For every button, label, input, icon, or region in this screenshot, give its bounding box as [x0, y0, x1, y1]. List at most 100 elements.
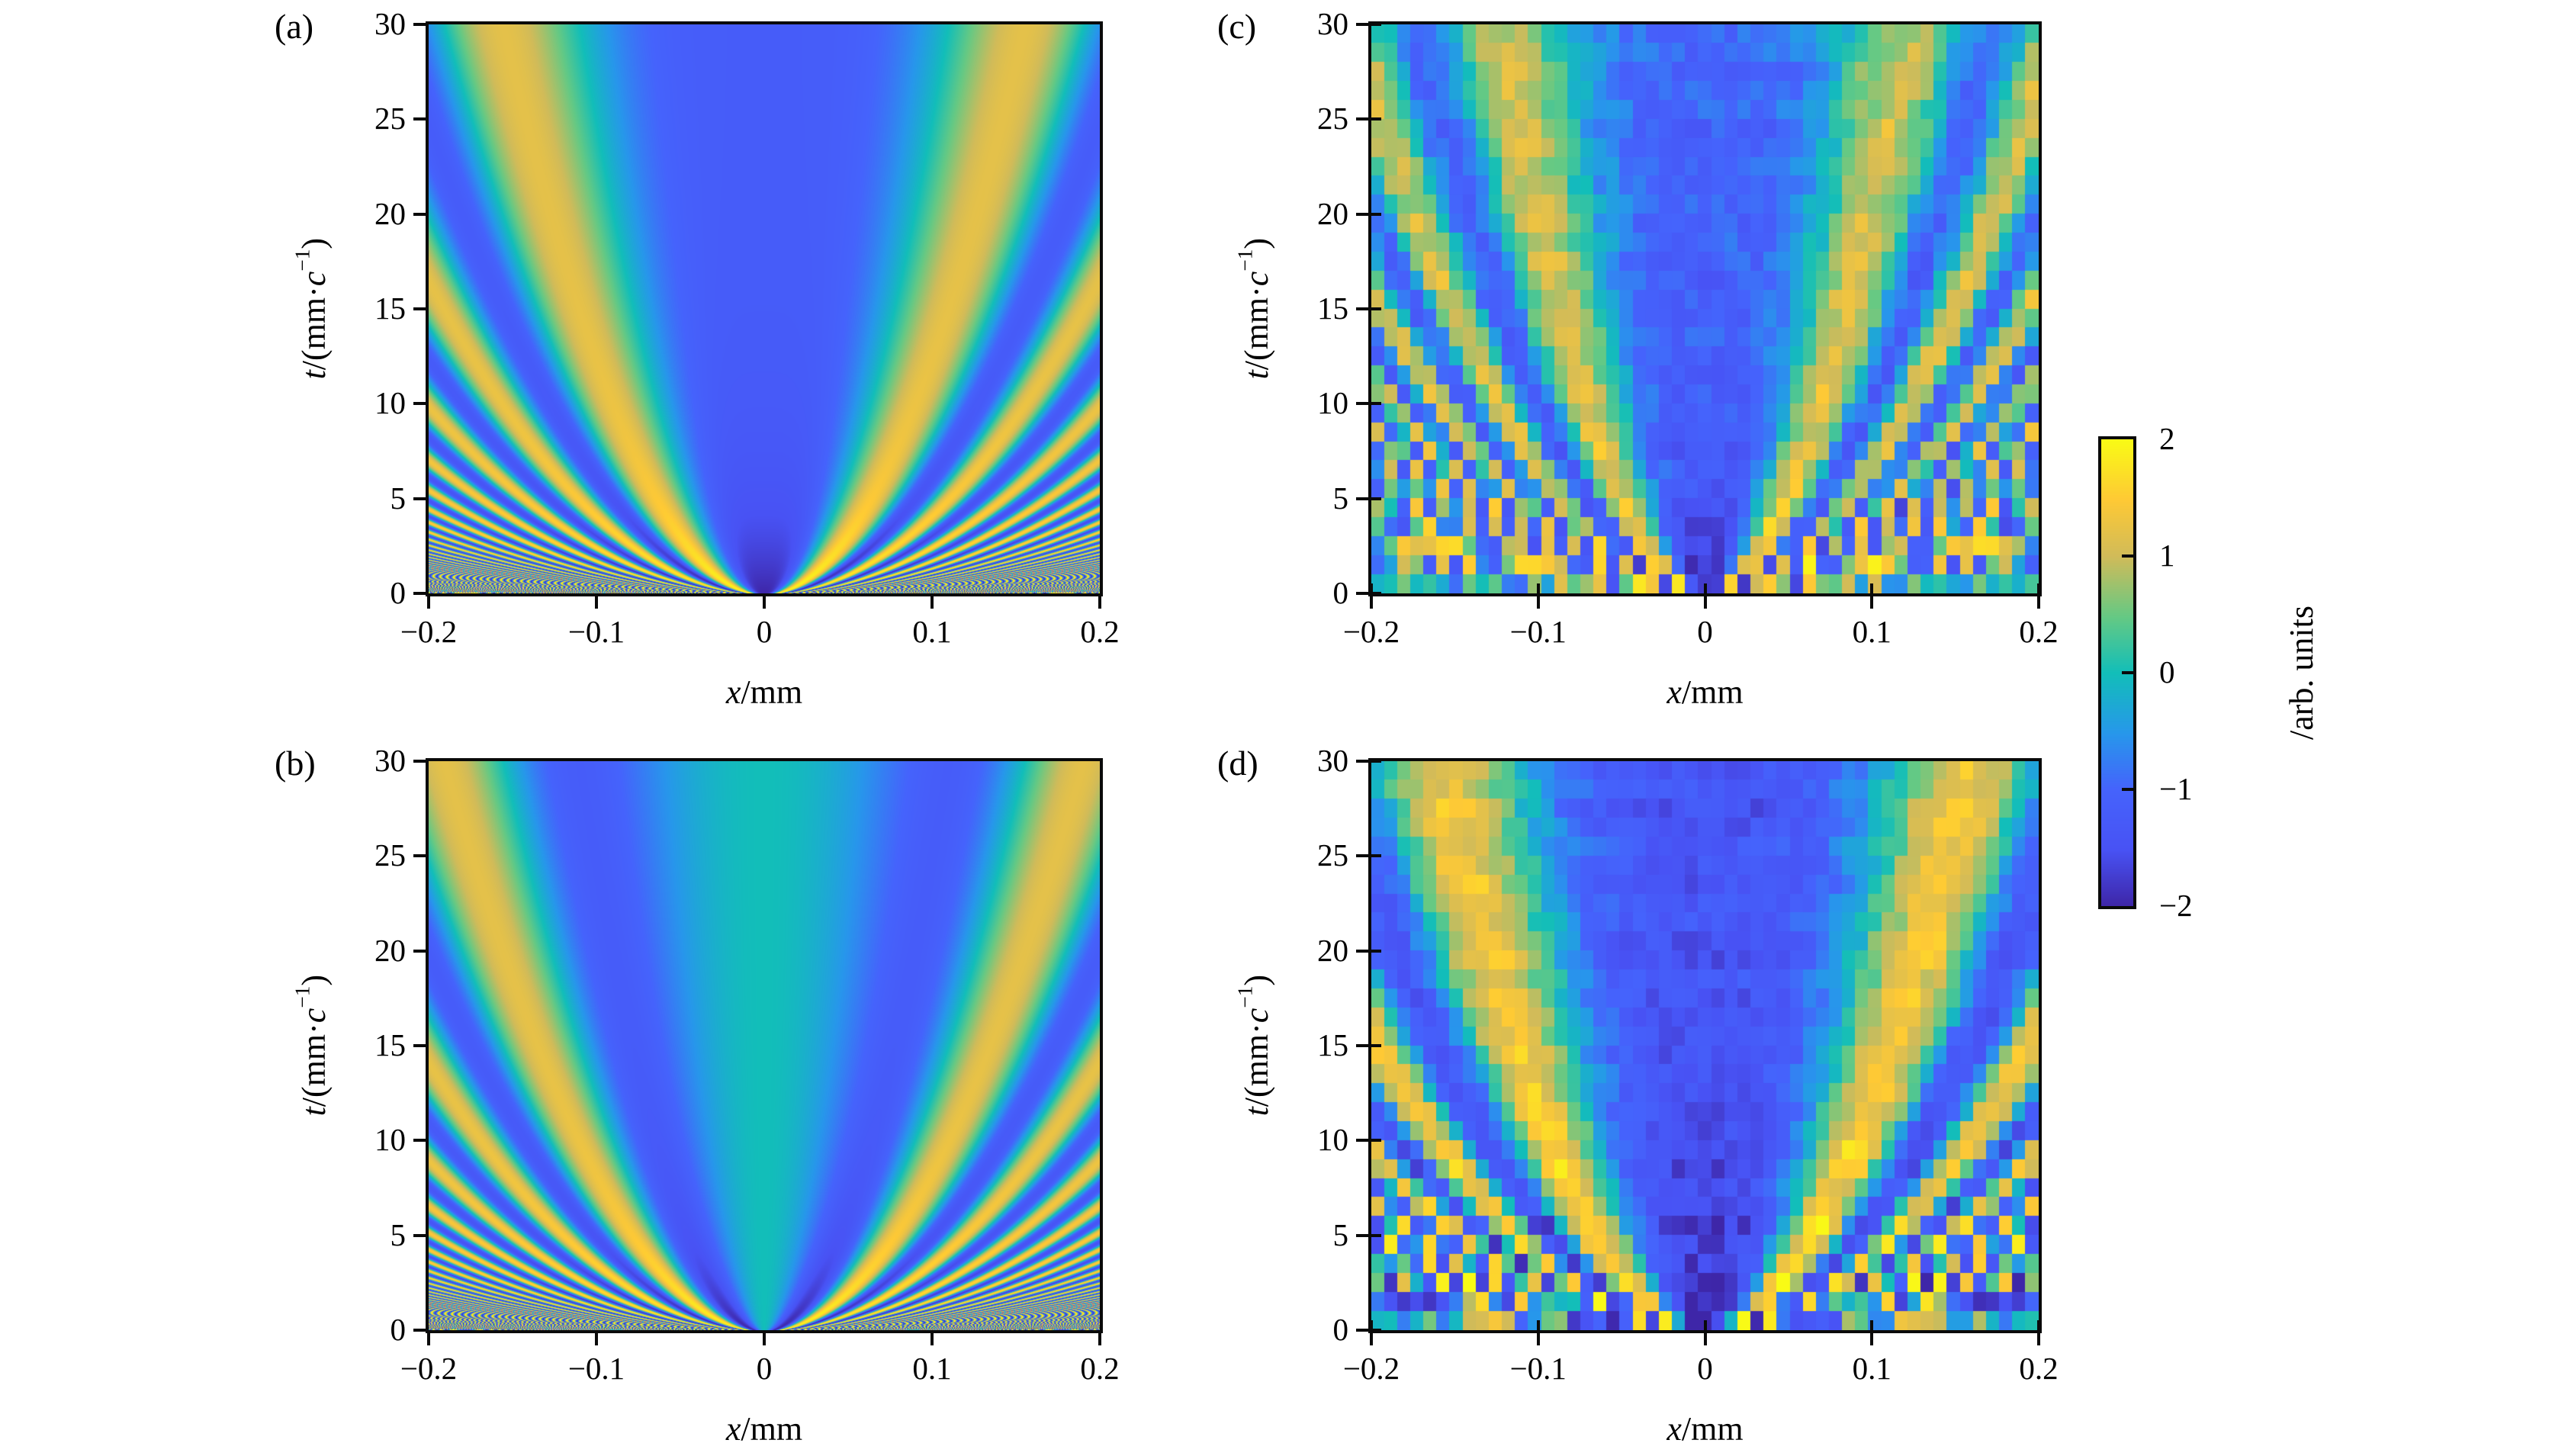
x-tick-label: 0.1 [912, 614, 952, 649]
y-tick-label: 5 [1332, 1217, 1349, 1252]
y-tick-label: 25 [1317, 101, 1348, 137]
y-tick-mark-inner [1371, 402, 1381, 406]
y-tick-mark-inner [1371, 23, 1381, 26]
x-tick-mark-inner [2037, 1320, 2040, 1330]
label-part: ) [1237, 238, 1275, 249]
panel-b-plot: (b) t/(mm·c−1) x/mm −0.2 −0.1 0 0.1 0.2 0 5 10 1… [275, 743, 1120, 1448]
panel-c-plot: (c) t/(mm·c−1) x/mm −0.2 −0.1 0 0.1 0.2 0 5 10 1… [1217, 6, 2059, 711]
panel-a-x-axis-title: x/mm [726, 673, 802, 712]
colorbar-tick-label: 1 [2159, 538, 2175, 574]
label-part: c [1237, 1008, 1275, 1024]
panel-b-heatmap [429, 761, 1100, 1330]
y-tick-mark [1356, 592, 1368, 595]
y-tick-mark [413, 117, 426, 121]
x-tick-label: 0.2 [1080, 614, 1120, 649]
panel-c-x-axis-title: x/mm [1667, 673, 1743, 712]
panel-a-plot: (a) t/(mm·c−1) x/mm −0.2 −0.1 0 0.1 0.2 0 5 10 1… [275, 6, 1120, 711]
x-tick-mark [2037, 596, 2040, 609]
y-tick-mark-inner [1371, 760, 1381, 763]
y-tick-mark [1356, 212, 1368, 216]
panel-b-x-axis-title: x/mm [726, 1409, 802, 1448]
y-tick-mark [1356, 854, 1368, 858]
y-tick-mark [1356, 307, 1368, 310]
y-tick-label: 15 [374, 291, 406, 326]
label-part: x [725, 673, 741, 711]
colorbar-tick-mark [2122, 788, 2133, 791]
x-tick-mark [1098, 596, 1101, 609]
y-tick-label: 10 [374, 385, 406, 421]
y-tick-mark [413, 592, 426, 595]
y-tick-mark-inner [1371, 1233, 1381, 1237]
y-tick-mark [1356, 497, 1368, 500]
x-tick-label: −0.2 [1342, 614, 1400, 649]
y-tick-label: 20 [374, 932, 406, 968]
x-tick-label: −0.1 [1509, 614, 1567, 649]
x-tick-label: 0.2 [2019, 1351, 2059, 1386]
x-tick-mark-inner [1870, 583, 1874, 593]
y-tick-label: 30 [374, 743, 406, 779]
x-tick-mark [1370, 1333, 1373, 1345]
y-tick-label: 25 [374, 837, 406, 873]
panel-d-y-axis-title: t/(mm·c−1) [1233, 761, 1278, 1330]
y-tick-label: 30 [1317, 743, 1348, 779]
x-tick-label: −0.1 [567, 1351, 625, 1386]
y-tick-label: 0 [1332, 575, 1349, 611]
y-tick-mark-inner [1371, 1044, 1381, 1047]
x-tick-mark [763, 1333, 766, 1345]
colorbar-tick-label: 0 [2159, 654, 2175, 690]
panel-c-letter: (c) [1217, 7, 1257, 46]
label-part: /mm [1681, 673, 1744, 711]
y-tick-mark [1356, 402, 1368, 406]
x-tick-mark [930, 1333, 934, 1345]
y-tick-mark [413, 307, 426, 310]
label-part: /mm [1681, 1410, 1744, 1448]
y-tick-label: 25 [1317, 837, 1348, 873]
label-part: t [1237, 370, 1275, 380]
label-part: t [294, 1107, 333, 1117]
y-tick-label: 5 [390, 1217, 407, 1252]
x-tick-mark-inner [1536, 583, 1540, 593]
y-tick-label: 20 [1317, 932, 1348, 968]
label-part: /arb. units [2282, 606, 2320, 740]
colorbar-tick-label: 2 [2159, 421, 2175, 457]
label-part: −1 [1233, 249, 1256, 272]
label-part: ) [294, 238, 333, 249]
x-tick-mark-inner [1870, 1320, 1874, 1330]
colorbar-tick-label: −2 [2159, 888, 2193, 924]
y-tick-label: 0 [390, 575, 407, 611]
panel-b-y-axis-title: t/(mm·c−1) [291, 761, 336, 1330]
y-tick-label: 5 [1332, 480, 1349, 516]
y-axis-title-text: t/(mm·c−1) [1233, 238, 1276, 380]
x-tick-label: 0.1 [912, 1351, 952, 1386]
x-tick-label: −0.1 [1509, 1351, 1567, 1386]
colorbar-title-text: /arb. units [2282, 606, 2321, 740]
x-tick-mark [1098, 1333, 1101, 1345]
panel-c-y-axis-title: t/(mm·c−1) [1233, 24, 1278, 593]
y-tick-label: 0 [1332, 1312, 1349, 1348]
y-tick-mark [1356, 949, 1368, 953]
x-tick-label: 0 [756, 614, 773, 649]
x-tick-mark [427, 1333, 430, 1345]
y-tick-mark [413, 1329, 426, 1332]
x-tick-mark [1370, 596, 1373, 609]
x-tick-mark [763, 596, 766, 609]
y-tick-label: 10 [1317, 1122, 1348, 1158]
y-tick-mark [1356, 1233, 1368, 1237]
y-axis-title-text: t/(mm·c−1) [1233, 975, 1276, 1116]
x-tick-mark [1870, 1333, 1874, 1345]
x-tick-label: −0.2 [400, 614, 458, 649]
y-tick-mark [413, 760, 426, 763]
y-tick-mark-inner [1371, 307, 1381, 310]
colorbar-tick-mark [2122, 671, 2133, 674]
label-part: /mm [741, 1410, 803, 1448]
panel-d-plot: (d) t/(mm·c−1) x/mm −0.2 −0.1 0 0.1 0.2 0 5 10 1… [1217, 743, 2059, 1448]
y-tick-mark [1356, 23, 1368, 26]
colorbar-tick-mark [2122, 554, 2133, 558]
x-tick-mark [1536, 1333, 1540, 1345]
x-tick-mark [427, 596, 430, 609]
x-tick-label: 0.1 [1852, 1351, 1892, 1386]
label-part: /(mm· [1237, 1023, 1275, 1107]
y-tick-label: 15 [1317, 1027, 1348, 1063]
label-part: /(mm· [294, 1023, 333, 1107]
